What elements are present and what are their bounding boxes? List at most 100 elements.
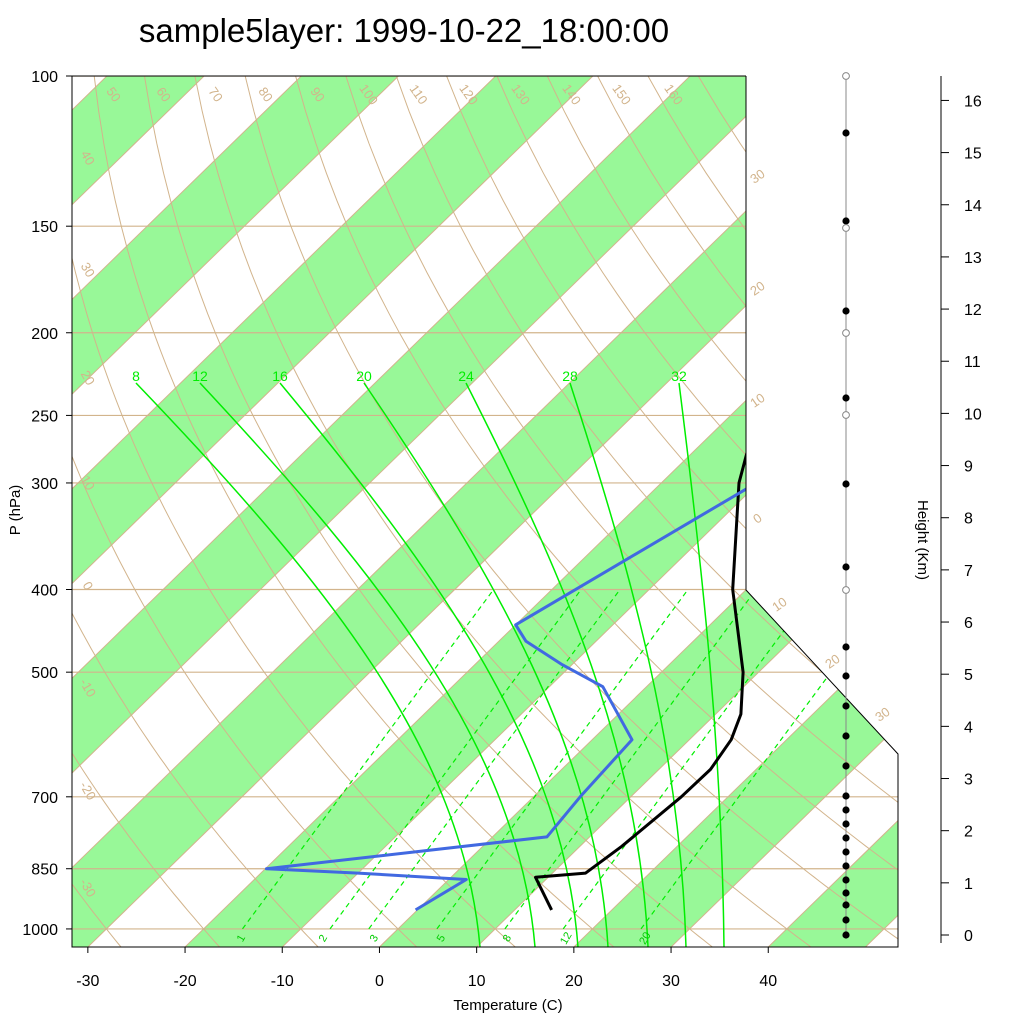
pressure-tick-label: 850 [31, 862, 58, 879]
pressure-tick-label: 500 [31, 665, 58, 682]
dry-adiabat-label: 60 [153, 84, 174, 104]
height-tick-label: 12 [964, 302, 982, 319]
temperature-tick-label: -30 [76, 973, 99, 990]
moist-adiabat-label: 20 [356, 368, 372, 384]
y-axis-label: P (hPa) [7, 485, 24, 536]
isotherm-label: 30 [747, 166, 767, 187]
wind-level-dot [842, 672, 850, 680]
dry-adiabat [72, 76, 136, 947]
dry-adiabat [334, 76, 898, 947]
moist-adiabat-label: 16 [272, 368, 288, 384]
wind-level-dot [842, 762, 850, 770]
isotherm-label: 0 [80, 579, 97, 593]
wind-level-open-dot [842, 586, 850, 594]
wind-level-open-dot [842, 411, 850, 419]
dry-adiabat [187, 76, 835, 947]
moist-adiabat-label: 8 [132, 368, 140, 384]
height-axis-label: Height (Km) [914, 500, 931, 580]
wind-level-dot [842, 702, 850, 710]
wind-level-open-dot [842, 224, 850, 232]
temperature-tick-label: 20 [565, 973, 583, 990]
dry-adiabat [72, 76, 536, 947]
mixing-ratio-line [329, 589, 582, 930]
dry-adiabat [773, 76, 898, 947]
dry-adiabat-label: 70 [205, 84, 226, 104]
moist-adiabat [199, 382, 536, 947]
mixing-ratio-label: 12 [558, 930, 575, 947]
x-axis-label: Temperature (C) [453, 997, 562, 1014]
isotherm-label: 20 [78, 368, 98, 388]
isotherm-label: 20 [747, 278, 767, 299]
pressure-axis: 100 150 200 250 300 400 500 700 850 1000 [22, 69, 72, 939]
temperature-band [72, 76, 829, 947]
dry-adiabat [72, 76, 236, 947]
wind-level-dot [842, 834, 850, 842]
wind-level-open-dot [842, 72, 850, 80]
isotherm-label: 30 [78, 260, 98, 280]
wind-level-dot [842, 307, 850, 315]
temperature-axis: -30 -20 -10 0 10 20 30 40 [76, 947, 777, 990]
wind-level-dot [842, 129, 850, 137]
temperature-band [72, 76, 440, 947]
mixing-ratio-label: 20 [637, 930, 654, 947]
dry-adiabat [72, 76, 436, 947]
wind-level-dot [842, 916, 850, 924]
temperature-band [72, 76, 635, 947]
dry-adiabat-label: 50 [103, 84, 124, 104]
mixing-ratio-label: 3 [368, 933, 381, 944]
temperature-tick-label: 30 [662, 973, 680, 990]
dry-adiabat [72, 76, 336, 947]
pressure-tick-label: 150 [31, 219, 58, 236]
isotherm-label: 0 [750, 510, 765, 526]
moist-adiabat [465, 382, 649, 947]
pressure-tick-label: 700 [31, 790, 58, 807]
height-tick-label: 3 [964, 772, 973, 789]
mixing-ratio-label: 1 [235, 933, 248, 944]
wind-level-dot [842, 889, 850, 897]
dry-adiabat [138, 76, 736, 947]
wind-level-dot [842, 792, 850, 800]
isotherm-label: 20 [822, 651, 842, 672]
dry-adiabat-label: 90 [307, 84, 328, 104]
wind-level-dot [842, 848, 850, 856]
mixing-ratio-line [242, 589, 495, 930]
moist-adiabat [135, 382, 481, 947]
height-tick-label: 9 [964, 459, 973, 476]
temperature-band [554, 76, 898, 947]
wind-level-dot [842, 806, 850, 814]
height-tick-label: 15 [964, 146, 982, 163]
pressure-tick-label: 300 [31, 476, 58, 493]
height-tick-label: 10 [964, 406, 982, 423]
height-tick-label: 4 [964, 719, 973, 736]
mixing-ratio-line [504, 589, 757, 930]
height-tick-label: 6 [964, 615, 973, 632]
height-tick-label: 8 [964, 511, 973, 528]
dry-adiabat-label: 150 [609, 81, 634, 107]
temperature-tick-label: 40 [759, 973, 777, 990]
wind-level-dot [842, 394, 850, 402]
pressure-tick-label: 250 [31, 408, 58, 425]
pressure-tick-label: 1000 [22, 922, 58, 939]
wind-level-dot [842, 563, 850, 571]
isotherm-label: 40 [78, 148, 98, 168]
isotherm-label: 10 [769, 594, 789, 615]
dry-adiabat [383, 76, 898, 947]
dewpoint-profile [264, 312, 898, 912]
wind-level-dot [842, 901, 850, 909]
wind-level-dot [842, 480, 850, 488]
moist-adiabat-label: 32 [671, 368, 687, 384]
mixing-ratio-label: 2 [317, 933, 330, 944]
dry-adiabat-label: 110 [407, 82, 431, 108]
temperature-bands [72, 76, 898, 947]
moist-adiabat [678, 382, 725, 947]
dry-adiabat [90, 76, 636, 947]
pressure-tick-label: 100 [31, 69, 58, 86]
dry-adiabat-label: 80 [255, 84, 276, 104]
moist-adiabat-label: 24 [458, 368, 474, 384]
moist-adiabat [569, 382, 687, 947]
temperature-tick-label: 0 [375, 973, 384, 990]
dry-adiabat [431, 76, 898, 947]
moist-adiabat [279, 382, 579, 947]
